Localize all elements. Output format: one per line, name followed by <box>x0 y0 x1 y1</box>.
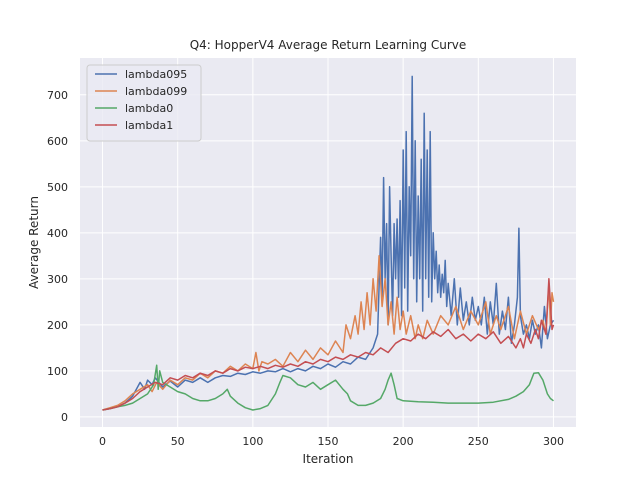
x-tick-label: 300 <box>543 435 564 448</box>
series-line-lambda1 <box>102 278 555 411</box>
legend-label-lambda1: lambda1 <box>125 119 173 132</box>
series-lines <box>102 75 555 411</box>
x-axis-label: Iteration <box>303 452 354 466</box>
y-tick-label: 0 <box>61 411 68 424</box>
legend-box <box>86 64 202 142</box>
x-axis-ticks: 0 50 100 150 200 250 300 <box>99 435 564 448</box>
x-tick-label: 250 <box>468 435 489 448</box>
x-tick-label: 200 <box>393 435 414 448</box>
y-tick-label: 200 <box>47 319 68 332</box>
y-tick-label: 600 <box>47 135 68 148</box>
legend-label-lambda099: lambda099 <box>125 85 187 98</box>
legend-label-lambda0: lambda0 <box>125 102 173 115</box>
legend: lambda095 lambda099 lambda0 lambda1 <box>86 64 202 142</box>
y-tick-label: 400 <box>47 227 68 240</box>
x-tick-label: 150 <box>318 435 339 448</box>
y-tick-label: 700 <box>47 89 68 102</box>
series-line-lambda095 <box>102 75 555 411</box>
y-tick-label: 100 <box>47 365 68 378</box>
y-tick-label: 500 <box>47 181 68 194</box>
x-tick-label: 100 <box>242 435 263 448</box>
x-tick-label: 0 <box>99 435 106 448</box>
y-tick-label: 300 <box>47 273 68 286</box>
series-line-lambda0 <box>102 364 554 411</box>
y-axis-label: Average Return <box>27 196 41 289</box>
x-tick-label: 50 <box>171 435 185 448</box>
chart-title: Q4: HopperV4 Average Return Learning Cur… <box>190 38 467 52</box>
y-axis-ticks: 0 100 200 300 400 500 600 700 <box>47 89 68 424</box>
legend-label-lambda095: lambda095 <box>125 68 187 81</box>
